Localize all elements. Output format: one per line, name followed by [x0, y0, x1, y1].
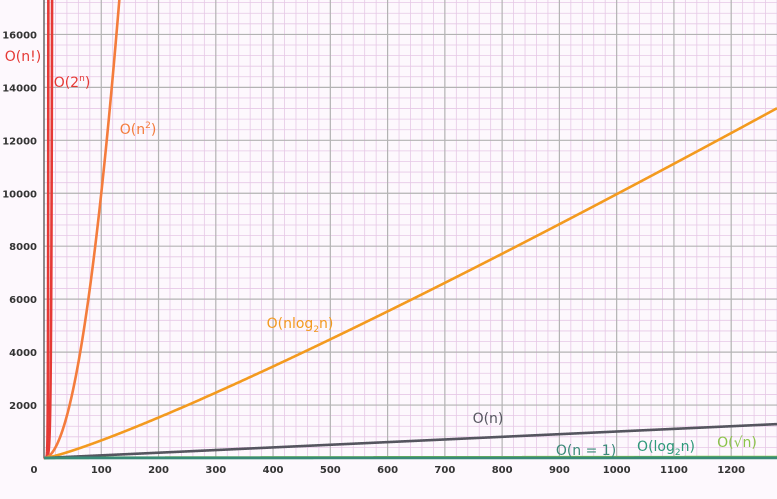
series-sqrt-label: O(√n) [717, 435, 757, 451]
series-quadratic-label: O(n2) [120, 121, 157, 138]
curves [42, 0, 777, 460]
x-tick-label: 500 [320, 465, 341, 476]
x-tick-label: 700 [434, 465, 455, 476]
series-nlogn-label: O(nlog2n) [267, 316, 334, 335]
y-tick-label: 16000 [2, 30, 37, 41]
x-tick-label: 400 [263, 465, 284, 476]
series-exp2-label: O(2n) [54, 74, 91, 91]
series-nlogn-line [42, 107, 777, 460]
series-constant-label: O(n = 1) [556, 443, 616, 459]
curve-labels: O(n!) O(2n) O(n2) O(nlog2n) O(n) O(n = 1) O(lo… [5, 49, 757, 459]
x-tick-label: 300 [205, 465, 226, 476]
series-quadratic-line [42, 0, 121, 460]
x-tick-label: 900 [549, 465, 570, 476]
x-tick-label: 100 [91, 465, 112, 476]
x-tick-label: 200 [148, 465, 169, 476]
series-log-label: O(log2n) [637, 439, 695, 458]
x-tick-label: 600 [377, 465, 398, 476]
series-factorial-label: O(n!) [5, 49, 41, 65]
y-tick-label: 12000 [2, 136, 37, 147]
series-linear-line [42, 422, 777, 460]
x-tick-label: 1100 [660, 465, 688, 476]
x-tick-label: 1000 [603, 465, 631, 476]
x-tick-label: 1200 [717, 465, 745, 476]
y-tick-label: 6000 [9, 295, 37, 306]
y-tick-label: 8000 [9, 242, 37, 253]
y-tick-label: 4000 [9, 348, 37, 359]
x-tick-label: 800 [492, 465, 513, 476]
y-tick-label: 10000 [2, 189, 37, 200]
minor-grid [44, 0, 777, 458]
series-linear-label: O(n) [473, 411, 504, 427]
y-tick-label: 14000 [2, 83, 37, 94]
tick-labels: 0 100 200 300 400 500 600 700 800 900 1000 1100 1200… [2, 30, 745, 476]
x-tick-label: 0 [31, 465, 38, 476]
y-tick-label: 2000 [9, 401, 37, 412]
